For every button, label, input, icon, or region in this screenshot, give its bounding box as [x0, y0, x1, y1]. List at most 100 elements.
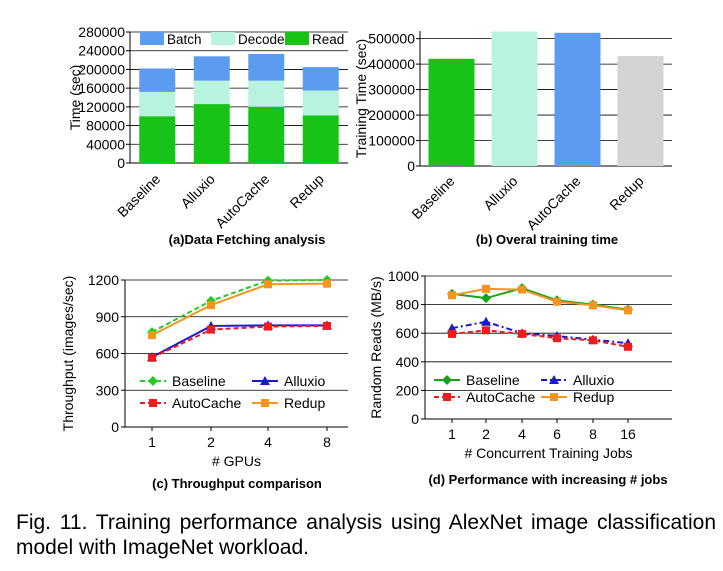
data-point-autocache	[264, 322, 272, 331]
data-point-autocache	[148, 353, 156, 362]
y-tick-label-d: 400	[396, 354, 420, 370]
y-tick-label-b: 200000	[368, 107, 415, 123]
data-point-baseline	[481, 293, 491, 304]
bar-autocache	[554, 32, 601, 166]
data-point-alluxio	[481, 316, 491, 326]
legend-marker-d	[549, 375, 559, 384]
chart-title-a: (a)Data Fetching analysis	[169, 232, 326, 247]
x-tick-label-a: Redup	[286, 171, 327, 212]
data-point-autocache	[589, 336, 597, 345]
legend-label-d: Redup	[573, 389, 614, 405]
y-tick-label-a: 40000	[86, 136, 125, 152]
chart-title-d: (d) Performance with increasing # jobs	[428, 472, 667, 487]
data-point-autocache	[482, 326, 490, 335]
data-point-redup	[553, 297, 561, 306]
data-point-redup	[518, 285, 526, 294]
bar-alluxio	[491, 31, 538, 167]
bar-segment-read	[139, 116, 176, 163]
y-tick-label-c: 300	[96, 382, 120, 398]
y-tick-label-a: 160000	[78, 80, 125, 96]
x-tick-label-d: 6	[553, 426, 561, 442]
y-tick-label-b: 100000	[368, 133, 415, 149]
data-point-redup	[148, 331, 156, 340]
legend-marker-c	[261, 399, 269, 407]
y-axis-label-a: Time (sec)	[67, 65, 83, 131]
series-line-autocache	[451, 329, 629, 348]
data-point-autocache	[207, 325, 215, 334]
y-tick-label-a: 0	[117, 155, 125, 171]
x-tick-label-b: AutoCache	[523, 173, 583, 233]
bar-baseline	[428, 58, 475, 166]
legend-label-a: Read	[312, 32, 344, 47]
y-tick-label-a: 80000	[86, 118, 125, 134]
bar-segment-batch	[248, 53, 285, 81]
series-line-alluxio	[451, 320, 629, 345]
chart-title-b: (b) Overal training time	[476, 232, 618, 247]
data-point-autocache	[448, 329, 456, 338]
bar-redup	[617, 55, 664, 166]
x-tick-label-b: Alluxio	[480, 173, 521, 214]
bar-segment-read	[302, 115, 339, 163]
legend-swatch-a	[140, 32, 164, 45]
legend-label-d: AutoCache	[466, 389, 535, 405]
data-point-autocache	[518, 329, 526, 338]
bar-segment-batch	[302, 67, 339, 91]
x-tick-label-d: 4	[518, 426, 526, 442]
x-tick-label-d: 2	[482, 426, 490, 442]
legend-marker-d	[550, 393, 558, 401]
x-tick-label-a: Baseline	[114, 171, 163, 220]
y-tick-label-b: 500000	[368, 31, 415, 47]
series-line-baseline	[151, 279, 328, 333]
data-point-autocache	[323, 321, 331, 330]
legend-marker-d	[443, 393, 451, 401]
legend-marker-c	[260, 376, 270, 385]
series-line-redup	[451, 287, 629, 312]
y-axis-label-c: Throughput (images/sec)	[60, 276, 76, 432]
x-tick-label-a: Alluxio	[177, 171, 218, 212]
y-tick-label-c: 900	[96, 309, 120, 325]
x-tick-label-a: AutoCache	[212, 171, 272, 231]
x-tick-label-d: 16	[620, 426, 636, 442]
data-point-autocache	[553, 334, 561, 343]
legend-label-c: AutoCache	[172, 395, 241, 411]
bar-segment-decode	[248, 80, 285, 107]
data-point-redup	[323, 279, 331, 288]
data-point-autocache	[624, 342, 632, 351]
y-tick-label-a: 240000	[78, 43, 125, 59]
x-tick-label-b: Redup	[606, 173, 647, 214]
x-tick-label-d: 8	[589, 426, 597, 442]
bar-segment-batch	[193, 56, 230, 81]
legend-label-d: Alluxio	[573, 372, 614, 388]
legend-label-c: Baseline	[172, 373, 226, 389]
x-axis-label-c: # GPUs	[212, 453, 261, 469]
data-point-redup	[624, 306, 632, 315]
legend-label-d: Baseline	[466, 372, 520, 388]
y-tick-label-b: 400000	[368, 56, 415, 72]
legend-marker-d	[442, 375, 452, 385]
chart-title-c: (c) Throughput comparison	[152, 476, 322, 491]
bar-segment-decode	[139, 91, 176, 117]
series-line-alluxio	[151, 324, 327, 359]
x-axis-label-d: # Concurrent Training Jobs	[464, 445, 632, 461]
legend-marker-c	[148, 376, 158, 386]
bar-segment-batch	[139, 68, 176, 92]
y-tick-label-b: 300000	[368, 82, 415, 98]
figure-caption: Fig. 11. Training performance analysis u…	[16, 511, 716, 559]
y-tick-label-c: 600	[96, 346, 120, 362]
data-point-redup	[448, 291, 456, 300]
x-tick-label-c: 4	[264, 434, 272, 450]
y-tick-label-c: 0	[111, 419, 119, 435]
legend-swatch-a	[285, 32, 309, 45]
x-tick-label-c: 8	[323, 434, 331, 450]
bar-segment-decode	[302, 90, 339, 116]
x-tick-label-b: Baseline	[408, 173, 457, 222]
x-tick-label-c: 2	[207, 434, 215, 450]
y-tick-label-a: 200000	[78, 61, 125, 77]
legend-label-c: Alluxio	[284, 373, 325, 389]
y-tick-label-d: 0	[411, 411, 419, 427]
data-point-redup	[264, 280, 272, 289]
data-point-redup	[589, 301, 597, 310]
y-tick-label-c: 1200	[88, 272, 119, 288]
data-point-redup	[207, 301, 215, 310]
